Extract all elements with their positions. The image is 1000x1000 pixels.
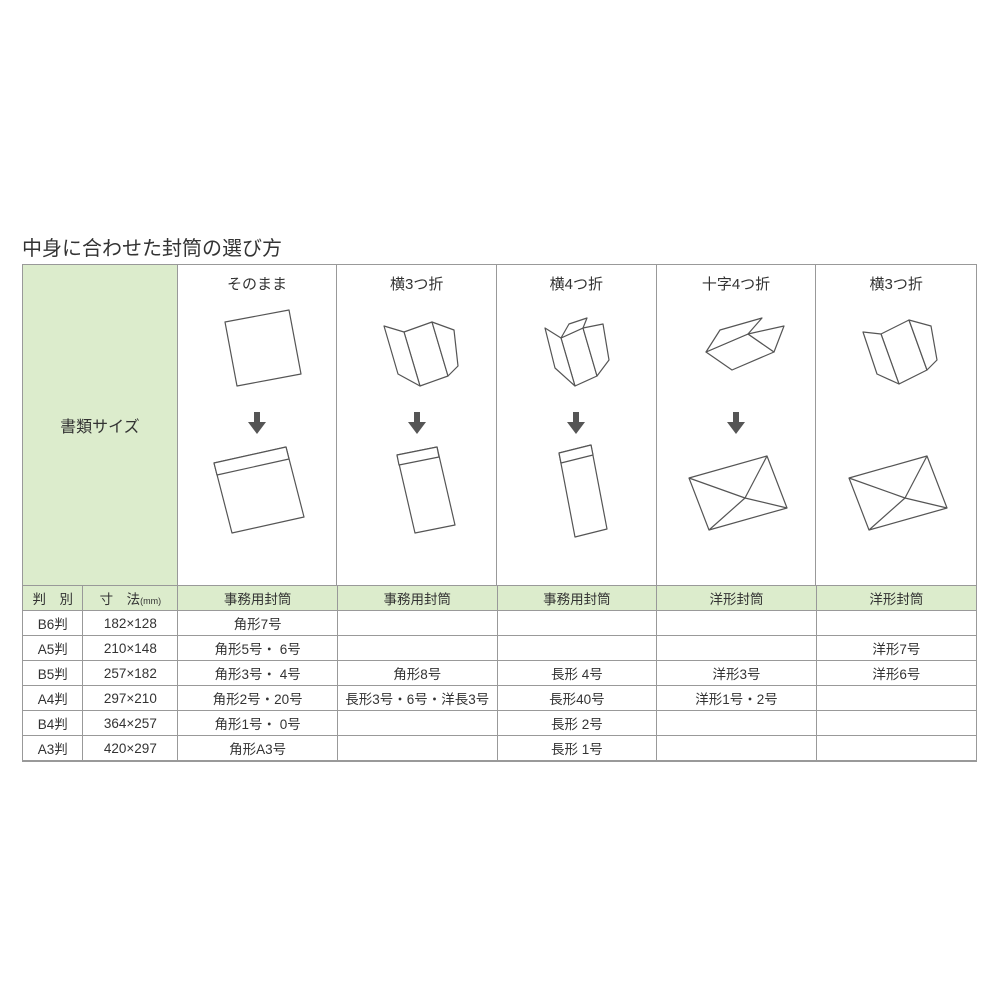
size-table: 判 別 寸 法(mm) 事務用封筒 事務用封筒 事務用封筒 洋形封筒 洋形封筒 … <box>23 585 976 761</box>
table-cell: 長形40号 <box>497 686 657 711</box>
fold-label: 横3つ折 <box>390 273 443 293</box>
arrow-down-icon <box>408 409 426 437</box>
fold-column: 横3つ折 <box>337 265 497 585</box>
envelope-diagram-bottom <box>337 437 496 547</box>
table-cell: 角形2号・20号 <box>178 686 338 711</box>
table-cell: 210×148 <box>83 636 178 661</box>
table-cell: 257×182 <box>83 661 178 686</box>
table-cell: 洋形7号 <box>816 636 976 661</box>
fold-diagram-top <box>657 299 816 409</box>
envelope-selection-chart: 書類サイズ そのまま <box>22 264 977 762</box>
table-cell: 角形3号・ 4号 <box>178 661 338 686</box>
page-title: 中身に合わせた封筒の選び方 <box>22 232 282 261</box>
kaku-envelope-icon <box>192 437 322 547</box>
col-header-envtype: 事務用封筒 <box>337 586 497 611</box>
table-cell: 364×257 <box>83 711 178 736</box>
table-row: B5判257×182角形3号・ 4号角形8号長形 4号洋形3号洋形6号 <box>23 661 976 686</box>
table-row: A4判297×210角形2号・20号長形3号・6号・洋長3号長形40号洋形1号・… <box>23 686 976 711</box>
table-cell: 長形3号・6号・洋長3号 <box>337 686 497 711</box>
table-cell: 角形8号 <box>337 661 497 686</box>
naga-envelope-icon <box>531 437 621 547</box>
col-header-envtype: 洋形封筒 <box>816 586 976 611</box>
table-cell: 角形5号・ 6号 <box>178 636 338 661</box>
table-row: A3判420×297角形A3号 長形 1号 <box>23 736 976 761</box>
table-cell <box>816 711 976 736</box>
fold-diagram-top <box>816 299 976 409</box>
table-row: A5判210×148角形5号・ 6号 洋形7号 <box>23 636 976 661</box>
table-cell: 角形1号・ 0号 <box>178 711 338 736</box>
crossfold-icon <box>676 304 796 404</box>
col-header-sunpo: 寸 法(mm) <box>83 586 178 611</box>
table-cell <box>657 611 817 636</box>
arrow-down-icon <box>567 409 585 437</box>
fold-label: そのまま <box>227 273 287 293</box>
table-cell: 420×297 <box>83 736 178 761</box>
table-cell: 長形 4号 <box>497 661 657 686</box>
table-cell: B5判 <box>23 661 83 686</box>
table-cell: A3判 <box>23 736 83 761</box>
table-cell: A4判 <box>23 686 83 711</box>
fold-diagram-top <box>497 299 656 409</box>
table-cell <box>337 736 497 761</box>
envelope-diagram-bottom <box>657 437 816 547</box>
document-size-header: 書類サイズ <box>23 265 178 585</box>
fold-label: 横3つ折 <box>870 273 923 293</box>
trifold-icon <box>841 304 951 404</box>
table-cell: 182×128 <box>83 611 178 636</box>
table-cell <box>497 611 657 636</box>
fold-diagram-top <box>178 299 337 409</box>
envelope-diagram-bottom <box>178 437 337 547</box>
table-cell: 長形 2号 <box>497 711 657 736</box>
table-header-row: 判 別 寸 法(mm) 事務用封筒 事務用封筒 事務用封筒 洋形封筒 洋形封筒 <box>23 586 976 611</box>
naga-envelope-icon <box>367 437 467 547</box>
you-envelope-icon <box>671 442 801 542</box>
table-cell: 洋形3号 <box>657 661 817 686</box>
table-cell: 297×210 <box>83 686 178 711</box>
table-cell <box>497 636 657 661</box>
fold-diagram-top <box>337 299 496 409</box>
table-cell <box>816 686 976 711</box>
fold-label: 横4つ折 <box>550 273 603 293</box>
table-cell: 角形A3号 <box>178 736 338 761</box>
table-cell <box>816 611 976 636</box>
table-cell: 洋形1号・2号 <box>657 686 817 711</box>
envelope-diagram-bottom <box>497 437 656 547</box>
fold-column: そのまま <box>178 265 338 585</box>
table-cell <box>816 736 976 761</box>
envelope-diagram-bottom <box>816 437 976 547</box>
fold-column: 十字4つ折 <box>657 265 817 585</box>
table-row: B6判182×128角形7号 <box>23 611 976 636</box>
table-cell <box>657 711 817 736</box>
table-cell: 洋形6号 <box>816 661 976 686</box>
flat-sheet-icon <box>197 304 317 404</box>
trifold-icon <box>362 304 472 404</box>
fold-label: 十字4つ折 <box>702 273 770 293</box>
quadfold-icon <box>521 304 631 404</box>
fold-column: 横3つ折 <box>816 265 976 585</box>
table-cell: B6判 <box>23 611 83 636</box>
table-cell: 長形 1号 <box>497 736 657 761</box>
table-cell: B4判 <box>23 711 83 736</box>
you-envelope-icon <box>831 442 961 542</box>
col-header-envtype: 事務用封筒 <box>497 586 657 611</box>
table-cell: A5判 <box>23 636 83 661</box>
col-header-envtype: 洋形封筒 <box>657 586 817 611</box>
diagram-row: 書類サイズ そのまま <box>23 265 976 585</box>
table-cell: 角形7号 <box>178 611 338 636</box>
table-cell <box>657 736 817 761</box>
col-header-envtype: 事務用封筒 <box>178 586 338 611</box>
table-cell <box>337 636 497 661</box>
table-cell <box>657 636 817 661</box>
table-cell <box>337 611 497 636</box>
arrow-down-icon <box>727 409 745 437</box>
arrow-down-icon <box>248 409 266 437</box>
col-header-hanbetsu: 判 別 <box>23 586 83 611</box>
fold-column: 横4つ折 <box>497 265 657 585</box>
table-cell <box>337 711 497 736</box>
table-row: B4判364×257角形1号・ 0号 長形 2号 <box>23 711 976 736</box>
